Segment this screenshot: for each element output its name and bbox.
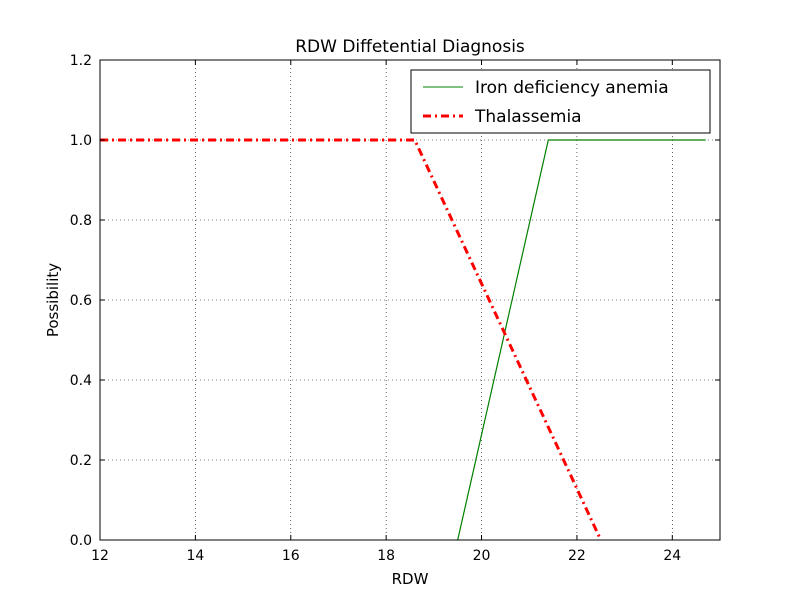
y-tick-label: 1.0 (70, 133, 92, 149)
y-tick-label: 0.0 (70, 533, 92, 549)
x-axis-label: RDW (392, 570, 429, 588)
y-tick-label: 0.2 (70, 453, 92, 469)
x-tick-label: 22 (568, 548, 586, 564)
x-tick-label: 20 (473, 548, 491, 564)
x-tick-label: 12 (91, 548, 109, 564)
x-tick-label: 24 (663, 548, 681, 564)
ticks: 12 14 16 18 20 22 24 0.0 0.2 0.4 0.6 0.8 1.0 1.2 (70, 53, 720, 564)
series-line-0 (457, 139, 706, 541)
chart-title: RDW Diffetential Diagnosis (295, 37, 525, 57)
y-tick-label: 0.4 (70, 373, 92, 389)
legend-label-thalassemia: Thalassemia (474, 107, 582, 127)
y-tick-label: 1.2 (70, 53, 92, 69)
legend-box (410, 69, 711, 134)
y-tick-label: 0.6 (70, 293, 92, 309)
legend-label-iron: Iron deficiency anemia (475, 78, 669, 98)
legend: Iron deficiency anemia Thalassemia (410, 69, 711, 134)
y-tick-label: 0.8 (70, 213, 92, 229)
x-tick-label: 16 (282, 548, 300, 564)
x-tick-label: 14 (186, 548, 204, 564)
x-tick-label: 18 (377, 548, 395, 564)
series-layer (100, 138, 706, 541)
y-axis-label: Possibility (44, 263, 62, 337)
